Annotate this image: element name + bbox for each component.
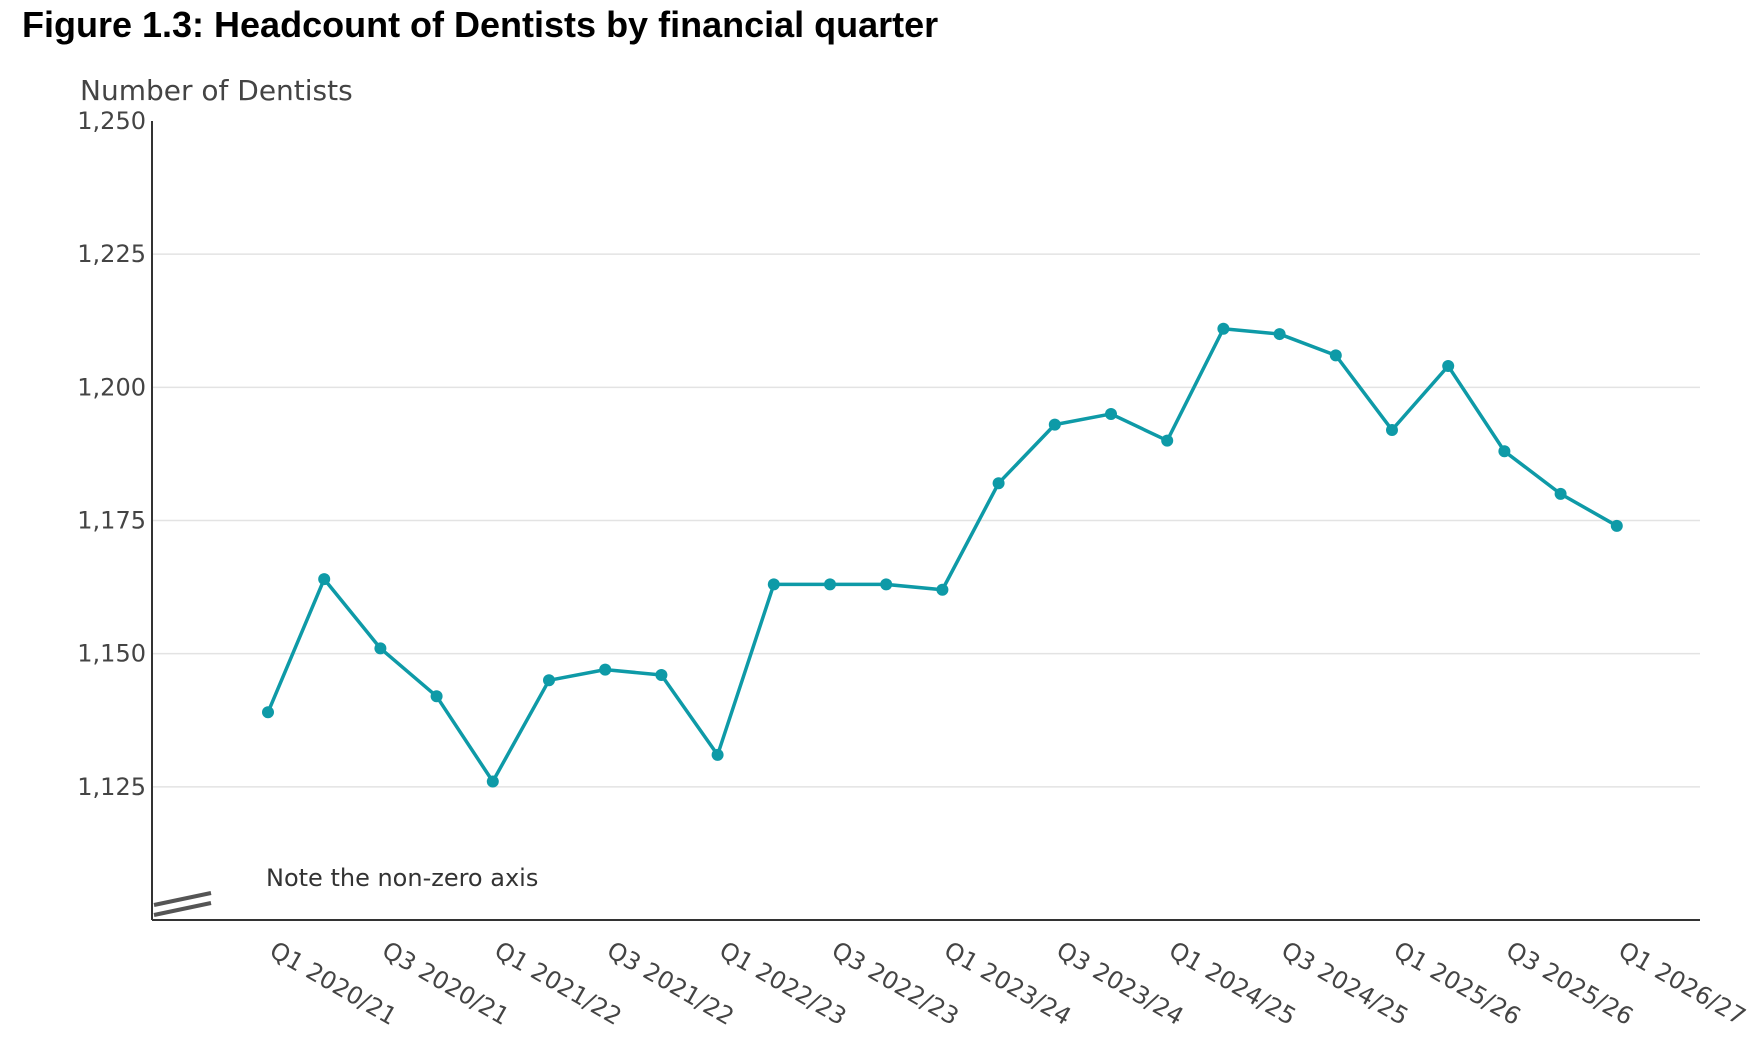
data-point bbox=[1048, 418, 1061, 431]
data-point bbox=[1217, 322, 1230, 335]
data-point bbox=[1610, 519, 1623, 532]
data-point bbox=[992, 477, 1005, 490]
x-tick-label: Q1 2024/25 bbox=[1164, 936, 1301, 1031]
data-point bbox=[1105, 407, 1117, 420]
axes bbox=[151, 121, 1700, 921]
data-point bbox=[262, 706, 274, 719]
x-tick-label: Q1 2026/27 bbox=[1614, 936, 1751, 1031]
data-point bbox=[880, 578, 893, 591]
x-tick-label: Q1 2025/26 bbox=[1389, 936, 1526, 1031]
non-zero-axis-note: Note the non-zero axis bbox=[266, 864, 538, 892]
axis-break-stroke bbox=[153, 901, 212, 917]
y-tick-label: 1,200 bbox=[77, 373, 146, 401]
x-tick-label: Q1 2023/24 bbox=[939, 936, 1076, 1031]
y-tick-label: 1,225 bbox=[77, 240, 146, 268]
x-tick-label: Q1 2021/22 bbox=[490, 936, 627, 1031]
y-tick-label: 1,175 bbox=[77, 507, 146, 535]
x-tick-label: Q3 2023/24 bbox=[1052, 936, 1189, 1031]
data-point bbox=[767, 578, 780, 591]
data-point bbox=[486, 775, 499, 788]
x-tick-label: Q3 2022/23 bbox=[827, 936, 964, 1031]
data-point bbox=[1386, 423, 1398, 436]
x-tick-label: Q3 2021/22 bbox=[602, 936, 739, 1031]
x-tick-label: Q1 2022/23 bbox=[715, 936, 852, 1031]
x-tick-label: Q3 2020/21 bbox=[377, 936, 514, 1031]
series-group bbox=[262, 322, 1623, 788]
y-tick-label: 1,125 bbox=[77, 773, 146, 801]
y-axis-ticks: 1,125 1,150 1,175 1,200 1,225 1,250 bbox=[77, 107, 146, 801]
data-point bbox=[543, 674, 555, 687]
data-point bbox=[1442, 360, 1455, 373]
data-point bbox=[1273, 328, 1286, 341]
data-point bbox=[1554, 487, 1567, 500]
data-point bbox=[936, 583, 949, 596]
y-tick-label: 1,250 bbox=[77, 107, 146, 135]
x-tick-label: Q3 2025/26 bbox=[1501, 936, 1638, 1031]
x-tick-label: Q3 2024/25 bbox=[1277, 936, 1414, 1031]
axis-break-icon bbox=[153, 891, 212, 917]
data-point bbox=[1498, 445, 1511, 458]
data-point bbox=[430, 690, 443, 703]
axis-break-stroke bbox=[153, 891, 212, 907]
data-point bbox=[711, 748, 724, 761]
data-point bbox=[824, 578, 836, 591]
data-point bbox=[1161, 434, 1174, 447]
y-tick-label: 1,150 bbox=[77, 640, 146, 668]
series-line bbox=[266, 326, 1618, 784]
data-point bbox=[599, 663, 612, 676]
data-point bbox=[374, 642, 387, 655]
data-point bbox=[1329, 349, 1342, 362]
data-point bbox=[318, 573, 331, 586]
y-axis-title: Number of Dentists bbox=[80, 74, 353, 107]
x-tick-label: Q1 2020/21 bbox=[265, 936, 402, 1031]
data-point bbox=[655, 668, 668, 681]
gridlines bbox=[152, 253, 1700, 788]
chart-title: Figure 1.3: Headcount of Dentists by fin… bbox=[22, 4, 939, 45]
